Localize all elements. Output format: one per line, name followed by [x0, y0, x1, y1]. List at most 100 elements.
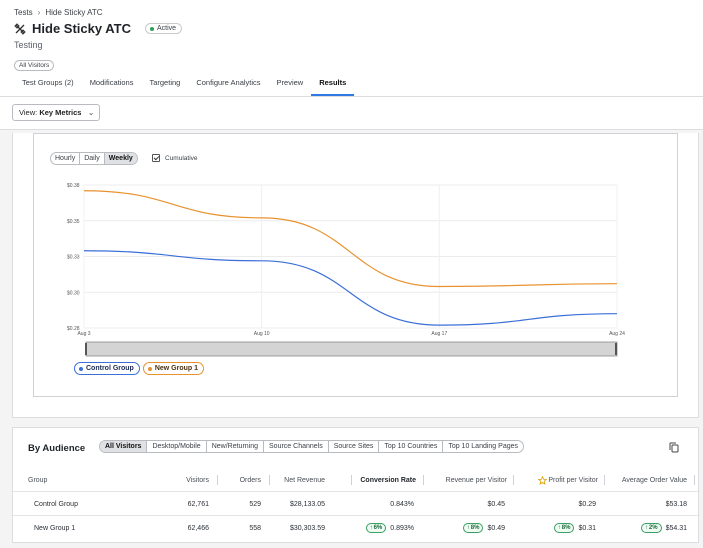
audience-table: Group Visitors Orders Net Revenue Conver… — [13, 468, 700, 540]
col-net-revenue[interactable]: Net Revenue — [284, 476, 325, 484]
granularity-weekly[interactable]: Weekly — [104, 153, 137, 164]
tab-preview[interactable]: Preview — [276, 78, 304, 87]
col-group[interactable]: Group — [28, 476, 48, 484]
chart-card: Hourly Daily Weekly Cumulative $0.28 $0.3… — [12, 133, 699, 418]
star-icon — [538, 475, 548, 485]
granularity-toggle: Hourly Daily Weekly — [50, 152, 138, 165]
checkbox-checked-icon[interactable] — [152, 154, 160, 162]
cell-revenue-per-visitor: $0.45 — [487, 500, 505, 508]
tab-targeting[interactable]: Targeting — [149, 78, 181, 87]
legend-dot-icon — [147, 366, 152, 371]
cell-group: Control Group — [34, 500, 78, 508]
lift-badge: ↑ 2% — [640, 523, 662, 533]
x-tick-label: Aug 10 — [254, 331, 270, 337]
range-navigator — [85, 341, 618, 357]
cell-revenue-per-visitor: ↑ 8% $0.49 — [427, 516, 505, 540]
copy-icon[interactable] — [669, 442, 679, 453]
y-tick-label: $0.33 — [67, 255, 80, 261]
column-divider — [217, 475, 218, 485]
y-tick-label: $0.38 — [67, 183, 80, 189]
cell-value: $0.31 — [578, 524, 596, 532]
tab-configure-analytics[interactable]: Configure Analytics — [196, 78, 261, 87]
lift-badge: ↑ 8% — [553, 523, 575, 533]
series-line-new-group-1 — [83, 190, 618, 288]
status-dot-icon — [149, 26, 154, 31]
chevron-down-icon: ⌄ — [87, 108, 95, 117]
status-label: Active — [156, 25, 177, 32]
granularity-daily[interactable]: Daily — [80, 153, 105, 164]
cell-profit-per-visitor: ↑ 8% $0.31 — [515, 516, 596, 540]
view-value: Key Metrics — [39, 108, 82, 117]
column-divider — [423, 475, 424, 485]
col-profit-per-visitor[interactable]: Profit per Visitor — [515, 468, 598, 492]
title-row: Hide Sticky ATC Active — [14, 21, 183, 36]
series-line-control-group — [83, 250, 618, 326]
audience-tab-source-sites[interactable]: Source Sites — [329, 441, 380, 452]
col-orders[interactable]: Orders — [239, 476, 261, 484]
breadcrumb-current: Hide Sticky ATC — [45, 8, 103, 17]
view-prefix: View: — [19, 108, 38, 117]
cell-orders: 558 — [249, 524, 261, 532]
chevron-right-icon: › — [37, 8, 41, 17]
legend-new-group-1[interactable]: New Group 1 — [142, 362, 205, 375]
cell-conversion-rate: ↑ 6% 0.893% — [353, 516, 414, 540]
chart-panel: Hourly Daily Weekly Cumulative $0.28 $0.3… — [33, 133, 678, 397]
audience-tab-source-channels[interactable]: Source Channels — [264, 441, 329, 452]
col-profit-per-visitor-label: Profit per Visitor — [548, 476, 598, 484]
view-select[interactable]: View: Key Metrics ⌄ — [12, 104, 101, 121]
tab-test-groups[interactable]: Test Groups (2) — [22, 78, 74, 87]
cell-orders: 529 — [249, 500, 261, 508]
x-tick-label: Aug 3 — [77, 331, 90, 337]
audience-tabs: All Visitors Desktop/Mobile New/Returnin… — [99, 440, 524, 453]
tab-bar: Test Groups (2) Modifications Targeting … — [14, 77, 355, 96]
audience-title: By Audience — [28, 443, 86, 454]
page-title: Hide Sticky ATC — [32, 21, 131, 36]
cell-value: $0.49 — [487, 524, 505, 532]
cell-net-revenue: $30,303.59 — [289, 524, 325, 532]
audience-tab-desktop-mobile[interactable]: Desktop/Mobile — [147, 441, 207, 452]
y-tick-label: $0.30 — [67, 290, 80, 296]
column-divider — [694, 475, 695, 485]
page-subtitle: Testing — [14, 40, 43, 50]
tab-modifications[interactable]: Modifications — [89, 78, 134, 87]
breadcrumb-tests-link[interactable]: Tests — [14, 8, 33, 17]
col-average-order-value[interactable]: Average Order Value — [621, 476, 687, 484]
granularity-hourly[interactable]: Hourly — [51, 153, 81, 164]
y-tick-label: $0.35 — [67, 219, 80, 225]
lift-badge: ↑ 8% — [462, 523, 484, 533]
table-row: New Group 1 62,466 558 $30,303.59 ↑ 6% 0.… — [13, 516, 700, 540]
cell-visitors: 62,466 — [187, 524, 209, 532]
column-divider — [269, 475, 270, 485]
audience-tab-new-returning[interactable]: New/Returning — [207, 441, 265, 452]
cell-net-revenue: $28,133.05 — [289, 500, 325, 508]
test-tools-icon — [14, 22, 26, 35]
column-divider — [351, 475, 352, 485]
tab-results[interactable]: Results — [311, 77, 355, 96]
audience-tab-top-landing-pages[interactable]: Top 10 Landing Pages — [448, 443, 518, 450]
col-visitors[interactable]: Visitors — [186, 476, 209, 484]
cell-average-order-value: ↑ 2% $54.31 — [607, 516, 687, 540]
lift-value: 8% — [470, 525, 480, 531]
audience-card: By Audience All Visitors Desktop/Mobile … — [12, 427, 700, 543]
lift-value: 8% — [561, 525, 571, 531]
cell-profit-per-visitor: $0.29 — [578, 500, 596, 508]
legend-control-group[interactable]: Control Group — [74, 362, 140, 375]
x-tick-label: Aug 17 — [431, 331, 447, 337]
arrow-up-icon: ↑ — [466, 525, 470, 531]
line-chart: $0.28 $0.30 $0.33 $0.35 $0.38 Aug 3 Aug 10 Aug … — [67, 183, 625, 357]
col-revenue-per-visitor[interactable]: Revenue per Visitor — [445, 476, 507, 484]
audience-tab-all-visitors[interactable]: All Visitors — [100, 441, 148, 452]
legend-label: Control Group — [86, 365, 134, 372]
cumulative-toggle[interactable]: Cumulative — [152, 154, 198, 162]
col-conversion-rate[interactable]: Conversion Rate — [360, 476, 416, 484]
audience-tab-top-countries[interactable]: Top 10 Countries — [379, 441, 444, 452]
page-header: Tests › Hide Sticky ATC Hide Sticky ATC … — [0, 0, 703, 97]
cell-conversion-rate: 0.843% — [390, 500, 414, 508]
cell-value: $54.31 — [665, 524, 687, 532]
x-tick-label: Aug 24 — [609, 331, 625, 337]
range-handle-left — [85, 343, 87, 355]
arrow-up-icon: ↑ — [644, 525, 648, 531]
column-divider — [604, 475, 605, 485]
cell-visitors: 62,761 — [187, 500, 209, 508]
audience-pill: All Visitors — [14, 60, 55, 71]
